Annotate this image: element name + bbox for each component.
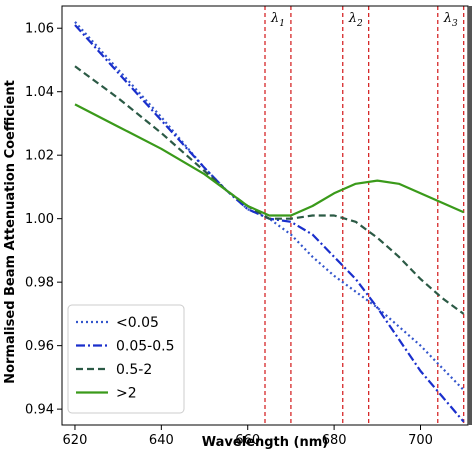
legend-label-1: <0.05 <box>116 315 159 331</box>
y-tick-label: 0.98 <box>25 276 54 291</box>
x-tick-label: 620 <box>63 433 88 448</box>
legend-label-4: >2 <box>116 386 137 402</box>
y-tick-label: 0.96 <box>25 339 54 354</box>
y-tick-label: 1.00 <box>25 212 54 227</box>
annotation-lambda-3: λ3 <box>443 11 458 29</box>
x-tick-label: 700 <box>408 433 433 448</box>
legend-box <box>67 304 185 414</box>
legend: <0.05 0.05-0.5 0.5-2 >2 <box>67 304 185 414</box>
right-edge-bar <box>468 6 472 425</box>
y-tick-label: 1.06 <box>25 22 54 37</box>
y-tick-label: 0.94 <box>25 403 54 418</box>
annotation-lambda-2: λ2 <box>348 11 363 29</box>
x-tick-label: 640 <box>149 433 174 448</box>
x-tick-label: 660 <box>235 433 260 448</box>
y-tick-label: 1.02 <box>25 149 54 164</box>
annotation-lambda-1: λ1 <box>270 11 285 29</box>
x-axis-ticks: 620 640 660 680 700 <box>63 425 433 448</box>
y-tick-label: 1.04 <box>25 85 54 100</box>
series-line-2 <box>74 24 465 423</box>
series-line-4 <box>74 103 465 217</box>
x-tick-label: 680 <box>322 433 347 448</box>
series-line-3 <box>74 65 465 315</box>
y-axis-label: Normalised Beam Attenuation Coefficient <box>3 80 18 384</box>
legend-label-2: 0.05-0.5 <box>116 339 175 355</box>
plot-area: λ1 λ2 λ3 <box>61 5 472 426</box>
legend-label-3: 0.5-2 <box>116 362 152 378</box>
x-axis-label: Wavelength (nm) <box>202 435 328 450</box>
y-axis-ticks: 0.94 0.96 0.98 1.00 1.02 1.04 1.06 <box>25 22 62 418</box>
